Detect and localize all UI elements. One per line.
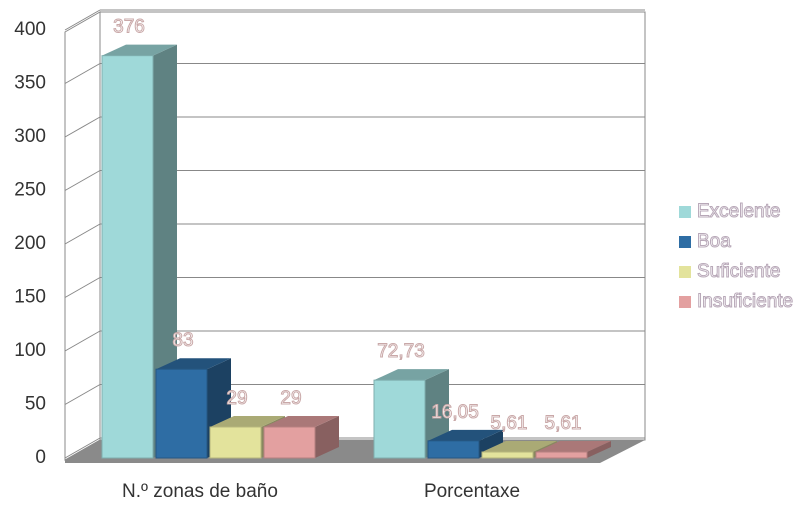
bar-side (315, 415, 339, 458)
grid-line (64, 437, 101, 459)
grid-line (64, 63, 101, 84)
y-tick-label: 250 (14, 180, 46, 201)
y-tick-label: 400 (14, 19, 46, 40)
legend-swatch (679, 266, 691, 278)
bar-side (153, 44, 177, 459)
value-label: 83 (172, 330, 193, 351)
legend-label: Boa (697, 231, 731, 252)
grid-line (64, 116, 101, 138)
grid-line (64, 223, 101, 245)
bar-side (587, 440, 611, 458)
bar-top (428, 429, 503, 441)
value-label: 376 (113, 17, 145, 38)
bar-top (374, 369, 449, 381)
legend-label: Suficiente (697, 261, 780, 282)
bar (373, 379, 426, 459)
value-label: 16,05 (431, 402, 479, 423)
legend-swatch (679, 296, 691, 308)
bar-top (210, 415, 285, 427)
bar (209, 426, 262, 459)
grid-line (64, 330, 101, 352)
value-label: 29 (226, 388, 247, 409)
grid-line (64, 384, 101, 405)
grid-line (64, 170, 101, 191)
legend-label: Insuficiente (697, 291, 793, 312)
bar (481, 451, 534, 459)
value-label: 5,61 (491, 413, 528, 434)
bar (535, 451, 588, 459)
value-label: 72,73 (377, 341, 425, 362)
grid-line (64, 277, 101, 298)
bar (427, 440, 480, 459)
y-tick-label: 200 (14, 233, 46, 254)
bar (155, 368, 208, 459)
legend-label: Excelente (697, 201, 780, 222)
value-label: 5,61 (545, 413, 582, 434)
bar-top (264, 415, 339, 427)
y-tick-label: 0 (35, 447, 46, 468)
x-tick-label: Porcentaxe (424, 481, 520, 502)
y-tick-label: 100 (14, 340, 46, 361)
grid-line (64, 9, 101, 31)
y-tick-label: 150 (14, 287, 46, 308)
legend-swatch (679, 206, 691, 218)
y-tick-label: 50 (25, 394, 46, 415)
y-tick-label: 350 (14, 73, 46, 94)
y-tick-label: 300 (14, 126, 46, 147)
left-wall (64, 11, 101, 461)
bar-top (536, 440, 611, 452)
legend-swatch (679, 236, 691, 248)
bar-top (102, 44, 177, 56)
bar (101, 55, 154, 459)
value-label: 29 (280, 388, 301, 409)
bar (263, 426, 316, 459)
bar-top (156, 358, 231, 370)
bar-top (482, 440, 557, 452)
x-tick-label: N.º zonas de baño (122, 481, 278, 502)
